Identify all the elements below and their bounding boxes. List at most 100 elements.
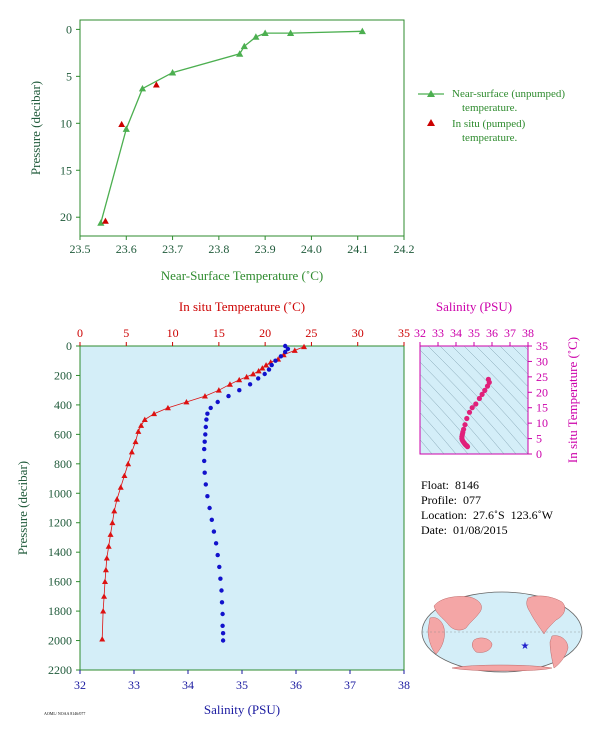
salinity-point [226, 393, 231, 399]
temperature-point [259, 365, 266, 371]
temperature-point [109, 519, 116, 526]
unpumped-point [358, 27, 366, 35]
density-contours [420, 346, 528, 454]
density-contour [420, 373, 493, 454]
float-id: Float: 8146 [421, 478, 480, 492]
salinity-point [220, 638, 226, 643]
legend-label-pumped-cont: temperature. [462, 132, 518, 144]
temperature-point [236, 376, 243, 383]
surface-y-label: Pressure (decibar) [28, 81, 43, 175]
salinity-point [219, 600, 225, 605]
temperature-point [141, 416, 148, 423]
map-land [427, 595, 569, 672]
density-contour [420, 386, 481, 454]
ts-plot-area [419, 345, 529, 455]
temperature-point [255, 368, 262, 374]
y-tick-label: 5 [66, 69, 72, 83]
x-tick-label: 23.6 [116, 242, 137, 256]
sal-tick-label: 34 [182, 678, 194, 692]
ts-point [469, 405, 475, 411]
y-tick-label: 1000 [48, 486, 72, 500]
temperature-point [117, 484, 124, 490]
x-tick-label: 23.9 [255, 242, 276, 256]
unpumped-point [97, 219, 105, 226]
salinity-point [205, 411, 210, 416]
world-map: ★ [421, 591, 583, 673]
temperature-point [99, 636, 106, 642]
ts-y-tick-label: 25 [536, 370, 548, 384]
salinity-point [215, 552, 220, 558]
ts-x-tick-label: 34 [450, 326, 462, 340]
temp-tick-label: 30 [352, 326, 364, 340]
unpumped-point [122, 125, 130, 132]
sal-tick-label: 37 [344, 678, 356, 692]
temperature-point [125, 460, 132, 467]
temperature-axis-ticks: 0 5 10 15 20 25 30 35 [77, 326, 410, 346]
density-contour [511, 346, 528, 363]
temperature-point [101, 593, 108, 599]
density-contour [420, 425, 445, 454]
density-contour [463, 346, 528, 413]
density-contour [451, 346, 528, 427]
temperature-point [101, 578, 108, 585]
salinity-point [202, 458, 207, 464]
salinity-point [266, 367, 272, 372]
land-south-america [549, 635, 569, 669]
salinity-point [217, 564, 222, 570]
ts-series [459, 376, 492, 450]
pumped-point [118, 120, 126, 127]
temperature-point [102, 566, 109, 573]
density-contour [499, 346, 528, 375]
temperature-point [111, 507, 118, 514]
sal-tick-label: 35 [236, 678, 248, 692]
temp-tick-label: 25 [305, 326, 317, 340]
land-asia [433, 596, 482, 631]
legend-marker-unpumped [427, 90, 435, 97]
density-contour [420, 361, 505, 454]
salinity-point [283, 343, 288, 349]
salinity-point [220, 611, 225, 617]
land-antarctica [451, 664, 553, 672]
unpumped-point [138, 84, 147, 92]
salinity-point [256, 376, 261, 381]
ts-x-tick-label: 33 [432, 326, 444, 340]
density-contour [427, 346, 528, 454]
salinity-point [278, 354, 284, 359]
temp-tick-label: 0 [77, 326, 83, 340]
temperature-point [250, 370, 257, 377]
ts-y-tick-label: 30 [536, 354, 548, 368]
sal-tick-label: 32 [74, 678, 86, 692]
profile-series [99, 343, 308, 643]
profile-plot-area [79, 345, 405, 671]
x-tick-label: 24.0 [301, 242, 322, 256]
density-contour [420, 439, 433, 454]
temperature-point [301, 343, 308, 350]
temperature-point [215, 387, 222, 393]
temperature-point [226, 381, 233, 387]
ts-y-tick-label: 35 [536, 339, 548, 353]
temperature-point [114, 496, 121, 502]
density-contour [420, 412, 457, 454]
salinity-point [285, 346, 291, 352]
salinity-point [202, 470, 207, 475]
sal-tick-label: 33 [128, 678, 140, 692]
y-tick-label: 1200 [48, 516, 72, 530]
profile-date: Date: 01/08/2015 [421, 523, 508, 537]
density-contour [487, 346, 528, 388]
surface-series [97, 27, 366, 226]
legend-label-pumped: In situ (pumped) [452, 118, 526, 130]
temp-tick-label: 10 [167, 326, 179, 340]
temperature-point [105, 543, 112, 549]
salinity-point [205, 494, 210, 499]
surface-y-ticks: 0 5 10 15 20 [60, 22, 80, 224]
unpumped-point [252, 33, 260, 40]
credit-text: AOML/ NOAA 8146/077 [44, 711, 85, 716]
x-tick-label: 24.1 [347, 242, 368, 256]
temperature-point [121, 472, 128, 478]
temperature-point [132, 438, 139, 445]
land-north-america [526, 595, 566, 635]
y-tick-label: 20 [60, 210, 72, 224]
temperature-point [243, 373, 250, 380]
